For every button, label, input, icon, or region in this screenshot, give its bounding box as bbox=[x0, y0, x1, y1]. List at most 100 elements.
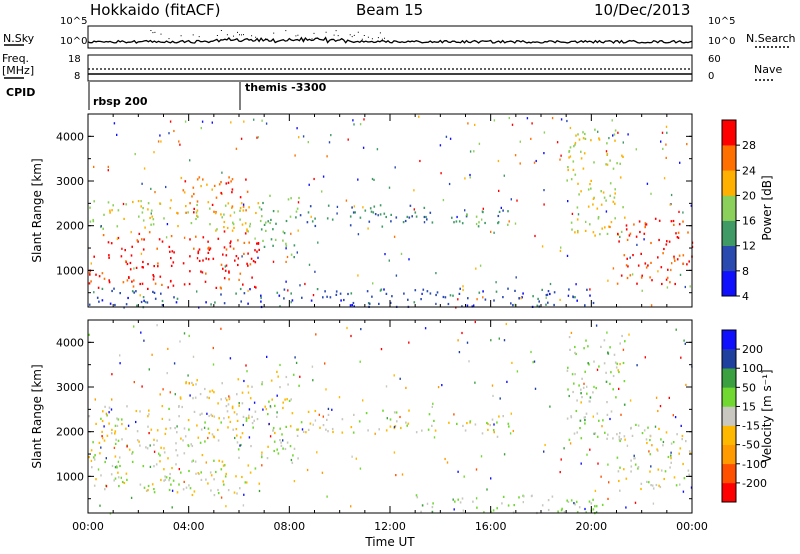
velocity-ytick-label: 3000 bbox=[56, 381, 84, 394]
power-colorbar-segment bbox=[722, 220, 736, 247]
freq-tick-top: 18 bbox=[68, 54, 81, 65]
cpid-entry-themis: themis -3300 bbox=[245, 81, 327, 94]
velocity-xtick-label: 20:00 bbox=[575, 520, 607, 533]
radar-title: Hokkaido (fitACF) bbox=[90, 1, 221, 19]
power-speckle bbox=[90, 115, 692, 309]
power-panel-frame bbox=[87, 113, 693, 308]
power-colorbar-tick-label: 12 bbox=[742, 240, 756, 253]
power-band bbox=[259, 194, 300, 259]
velocity-ylabel: Slant Range [km] bbox=[30, 364, 44, 468]
nave-label: Nave bbox=[754, 63, 783, 76]
power-heatmap-cells bbox=[88, 115, 694, 309]
nsky-trace bbox=[87, 36, 693, 44]
velocity-colorbar-segment bbox=[722, 425, 736, 445]
velocity-colorbar-tick-label: -200 bbox=[742, 477, 767, 490]
power-colorbar-tick-label: 4 bbox=[742, 290, 749, 303]
nsky-panel-frame bbox=[87, 25, 693, 49]
velocity-colorbar-segment bbox=[722, 368, 736, 388]
power-band bbox=[88, 230, 260, 290]
velocity-colorbar-frame bbox=[721, 329, 737, 503]
power-colorbar-label: Power [dB] bbox=[760, 175, 774, 240]
power-band bbox=[451, 209, 509, 228]
nsearch-tick-bottom: 10^0 bbox=[708, 36, 736, 47]
velocity-colorbar-segment bbox=[722, 482, 736, 503]
velocity-ytick-label: 2000 bbox=[56, 426, 84, 439]
power-colorbar-segment bbox=[722, 170, 736, 196]
velocity-band bbox=[260, 370, 300, 464]
power-colorbar-segment bbox=[722, 245, 736, 272]
power-band bbox=[299, 204, 434, 228]
velocity-colorbar-label: Velocity [m s⁻¹] bbox=[760, 369, 774, 462]
velocity-colorbar-segment bbox=[722, 330, 736, 350]
power-colorbar-segment bbox=[722, 145, 736, 171]
velocity-xlabel: Time UT bbox=[364, 535, 415, 549]
freq-label: Freq. bbox=[2, 52, 30, 65]
power-ytick-label: 3000 bbox=[56, 175, 84, 188]
date-title: 10/Dec/2013 bbox=[594, 1, 691, 19]
power-colorbar-tick-label: 16 bbox=[742, 215, 756, 228]
power-colorbar-tick-label: 20 bbox=[742, 189, 756, 202]
velocity-xtick-label: 00:00 bbox=[676, 520, 708, 533]
velocity-axes: 1000 2000 3000 4000 00:00 04:00 08:00 12:00 16:0… bbox=[30, 320, 708, 549]
power-band bbox=[616, 217, 694, 286]
nsky-tick-bottom: 10^0 bbox=[60, 36, 88, 47]
velocity-band bbox=[415, 494, 604, 515]
freq-panel-frame bbox=[87, 54, 693, 82]
velocity-xtick-label: 04:00 bbox=[173, 520, 205, 533]
velocity-xtick-label: 16:00 bbox=[475, 520, 507, 533]
power-colorbar-frame bbox=[721, 119, 737, 297]
velocity-colorbar-tick-label: 50 bbox=[742, 381, 756, 394]
velocity-colorbar-segment bbox=[722, 349, 736, 369]
cpid-label: CPID bbox=[6, 86, 36, 99]
nsearch-label: N.Search bbox=[746, 32, 796, 45]
velocity-ytick-label: 1000 bbox=[56, 470, 84, 483]
power-band bbox=[566, 128, 626, 237]
velocity-xtick-label: 08:00 bbox=[273, 520, 305, 533]
nsearch-tick-top: 10^5 bbox=[708, 16, 736, 27]
velocity-xtick-label: 12:00 bbox=[374, 520, 406, 533]
nave-tick-bottom: 0 bbox=[708, 71, 715, 82]
velocity-band bbox=[88, 405, 259, 439]
beam-title: Beam 15 bbox=[356, 1, 424, 19]
velocity-band bbox=[88, 436, 261, 497]
power-ytick-label: 2000 bbox=[56, 220, 84, 233]
nsky-label: N.Sky bbox=[3, 32, 35, 45]
velocity-colorbar-tick-label: -100 bbox=[742, 458, 767, 471]
velocity-band bbox=[178, 378, 253, 420]
velocity-colorbar-tick-label: 200 bbox=[742, 343, 763, 356]
velocity-band bbox=[566, 334, 626, 441]
velocity-ytick-label: 4000 bbox=[56, 336, 84, 349]
power-band bbox=[88, 287, 595, 309]
power-colorbar: 28 24 20 16 12 8 4 Power [dB] bbox=[721, 119, 774, 303]
freq-unit: [MHz] bbox=[2, 64, 35, 77]
velocity-colorbar-segment bbox=[722, 387, 736, 407]
nsky-tick-top: 10^5 bbox=[60, 16, 88, 27]
power-axes: 1000 2000 3000 4000 Slant Range [km] bbox=[30, 114, 693, 307]
power-colorbar-segment bbox=[722, 120, 736, 146]
velocity-colorbar-segment bbox=[722, 406, 736, 426]
velocity-band bbox=[616, 423, 692, 492]
velocity-band bbox=[448, 415, 510, 438]
power-colorbar-tick-label: 28 bbox=[742, 139, 756, 152]
velocity-band bbox=[300, 409, 437, 434]
nave-tick-top: 60 bbox=[708, 54, 721, 65]
velocity-colorbar-tick-label: 15 bbox=[742, 400, 756, 413]
cpid-entry-rbsp: rbsp 200 bbox=[93, 95, 148, 108]
velocity-colorbar-tick-label: 100 bbox=[742, 362, 763, 375]
power-colorbar-segment bbox=[722, 195, 736, 221]
power-ylabel: Slant Range [km] bbox=[30, 158, 44, 262]
velocity-heatmap-cells bbox=[88, 320, 693, 515]
freq-tick-bottom: 8 bbox=[74, 71, 81, 82]
power-ytick-label: 1000 bbox=[56, 264, 84, 277]
velocity-colorbar-tick-label: -15 bbox=[742, 420, 760, 433]
power-band bbox=[89, 199, 261, 232]
power-colorbar-segment bbox=[722, 270, 736, 297]
velocity-colorbar-segment bbox=[722, 444, 736, 465]
nsky-scatter bbox=[150, 30, 385, 41]
power-band bbox=[176, 176, 249, 215]
power-colorbar-tick-label: 24 bbox=[742, 164, 756, 177]
velocity-xtick-label: 00:00 bbox=[72, 520, 104, 533]
velocity-colorbar-segment bbox=[722, 463, 736, 484]
velocity-colorbar: 200 100 50 15 -15 -50 -100 -200 Velocity [m s⁻¹] bbox=[721, 329, 774, 503]
